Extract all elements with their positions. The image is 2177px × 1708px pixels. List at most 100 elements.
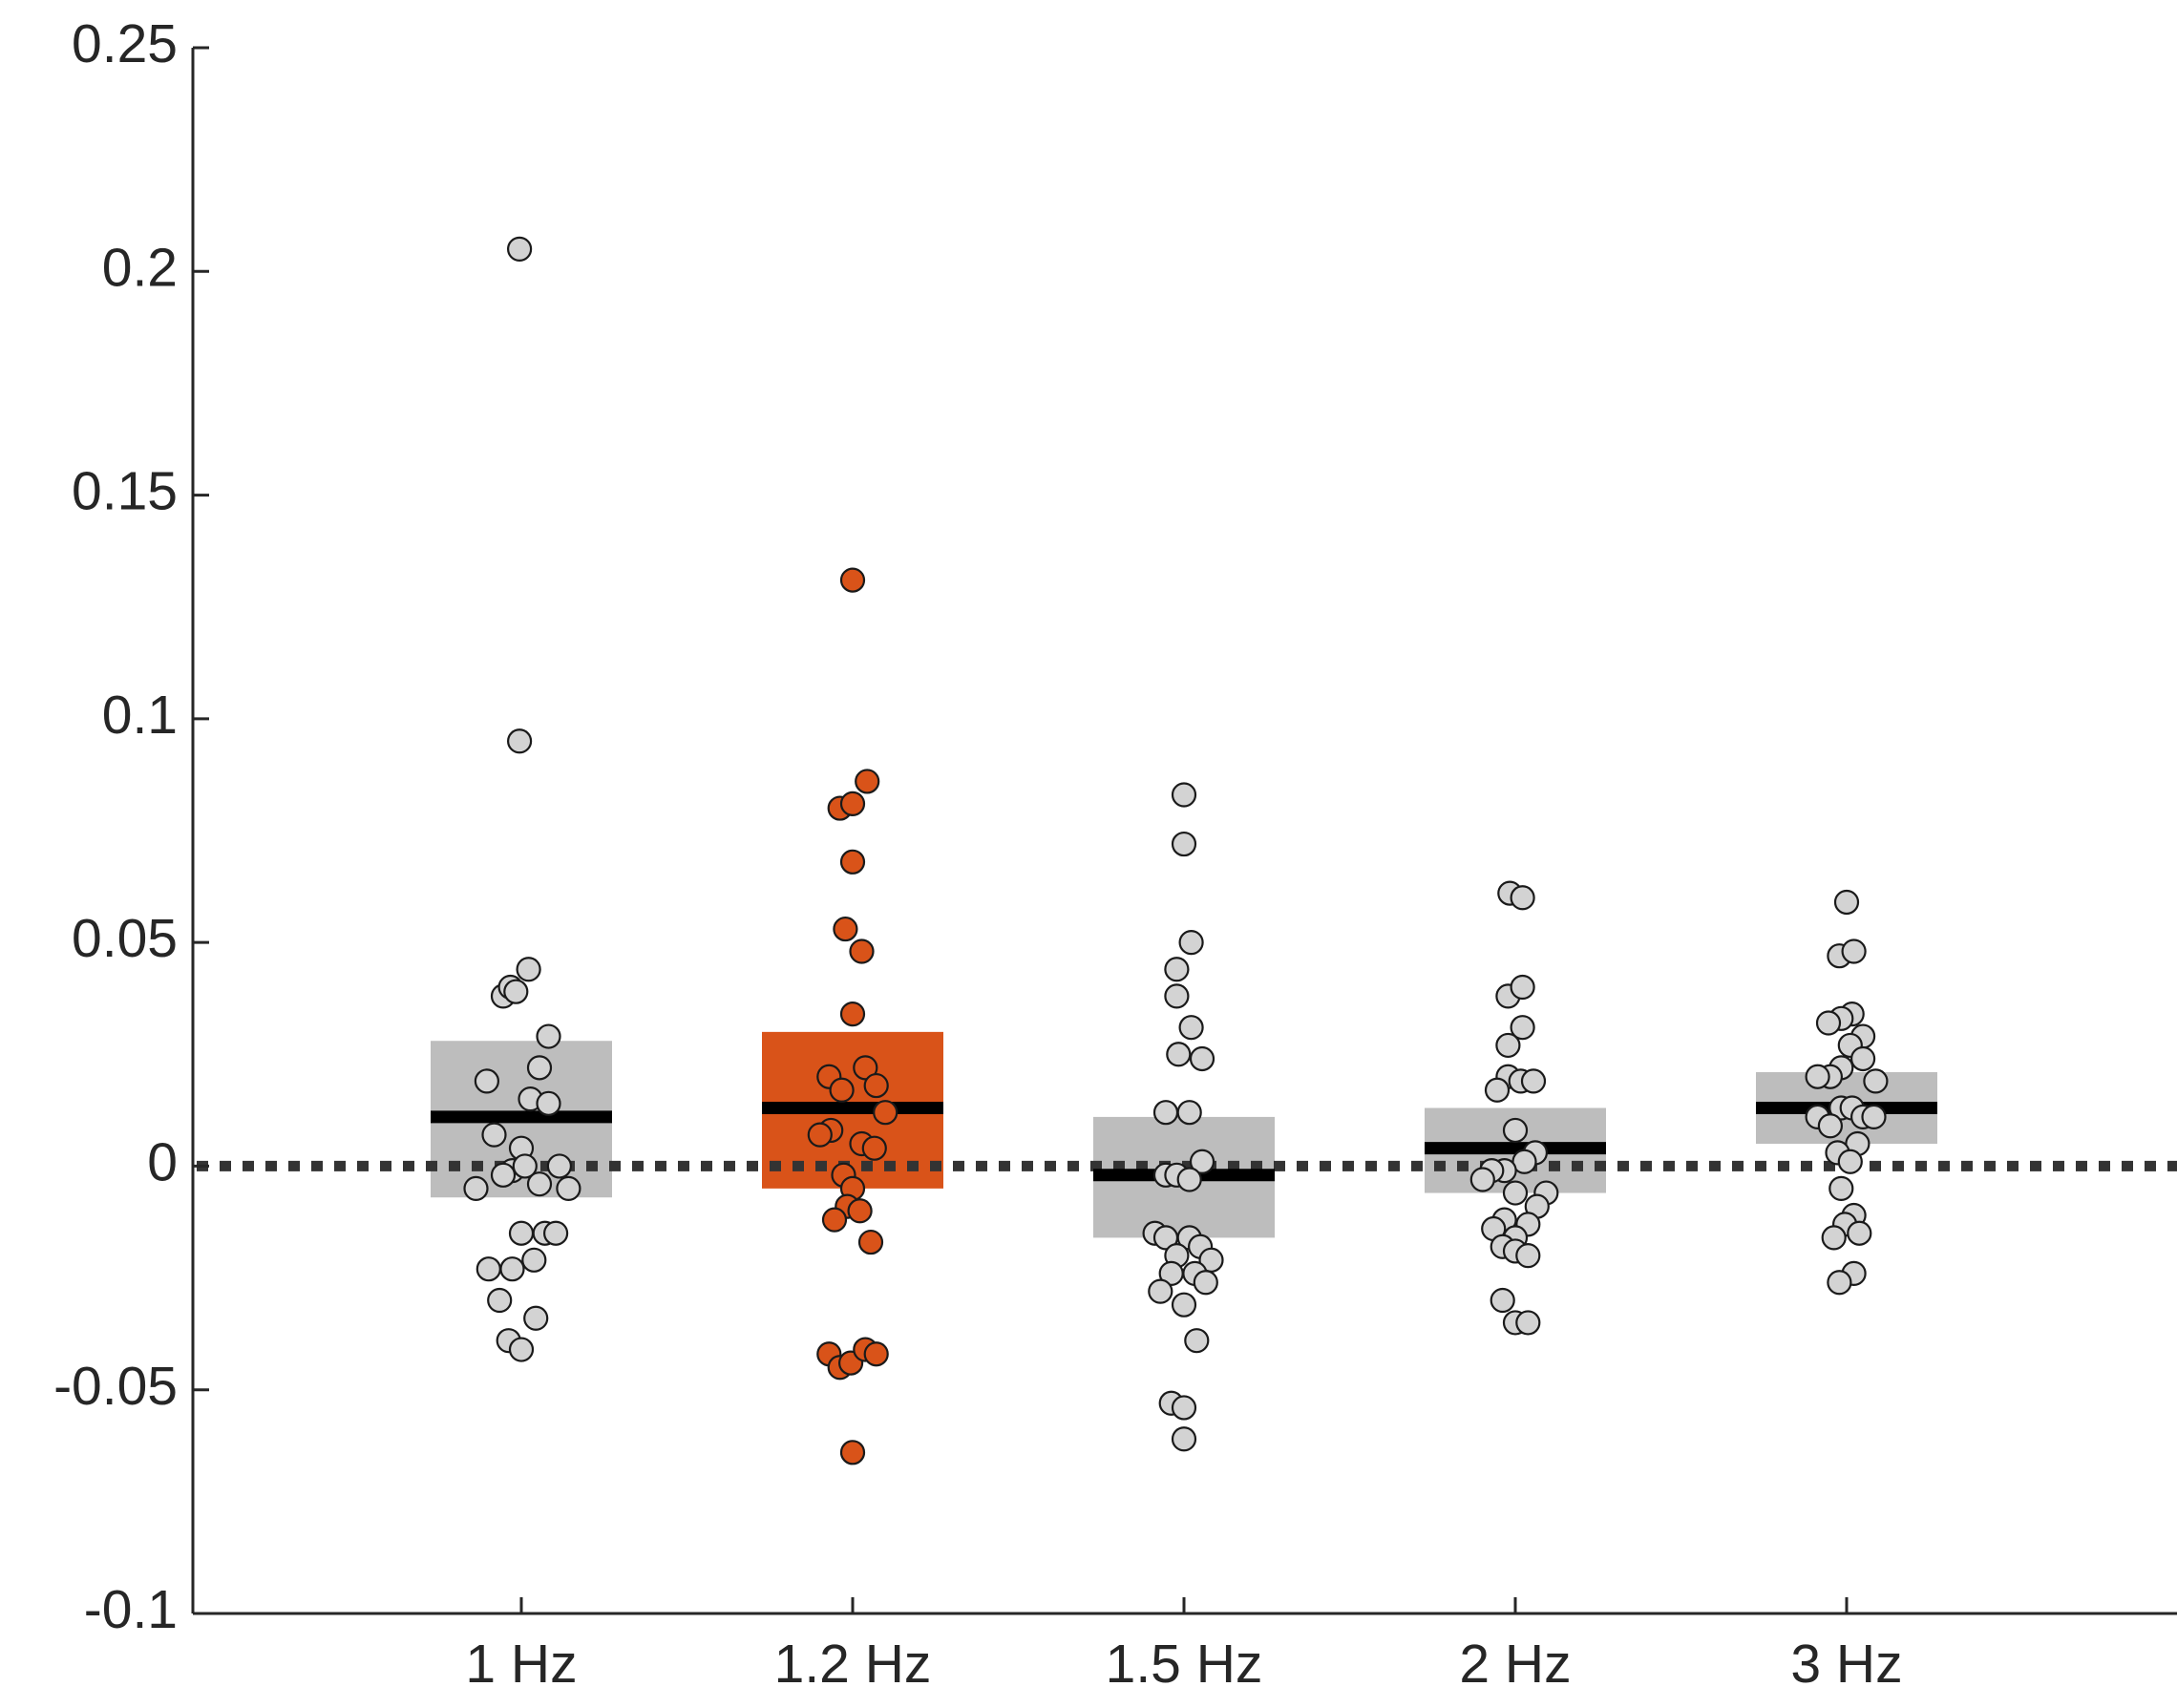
- data-point: [1849, 1045, 1876, 1072]
- data-point: [508, 1220, 535, 1246]
- data-point: [1510, 885, 1535, 911]
- data-point: [1469, 1167, 1495, 1192]
- data-point: [1171, 1395, 1197, 1421]
- data-point: [1176, 1100, 1202, 1126]
- data-point: [1171, 1292, 1197, 1318]
- y-tick-label: 0.25: [72, 13, 178, 74]
- data-points: [463, 236, 1889, 1466]
- data-point: [1495, 1032, 1521, 1059]
- data-point: [1490, 1287, 1515, 1314]
- data-point: [506, 728, 533, 754]
- data-point: [1176, 1167, 1202, 1192]
- y-ticks: -0.1 -0.05 0 0.05 0.1 0.15 0.2 0.25: [53, 13, 209, 1640]
- x-tick-label: 1.5 Hz: [1106, 1634, 1263, 1695]
- x-ticks: 1 Hz 1.2 Hz 1.5 Hz 2 Hz 3 Hz: [465, 1597, 1903, 1695]
- data-point: [536, 1090, 561, 1116]
- data-point: [849, 938, 875, 964]
- data-point: [821, 1207, 848, 1233]
- data-point: [1484, 1077, 1511, 1103]
- data-point: [516, 957, 541, 982]
- data-point: [853, 1055, 878, 1081]
- y-tick-label: 0.2: [102, 237, 178, 298]
- data-point: [1189, 1149, 1215, 1174]
- data-point: [847, 1198, 873, 1224]
- data-point: [1827, 1270, 1852, 1296]
- data-point: [508, 1337, 535, 1362]
- data-point: [1833, 889, 1860, 916]
- data-point: [1193, 1270, 1218, 1296]
- data-point: [839, 1440, 866, 1466]
- data-point: [1515, 1243, 1541, 1269]
- data-point: [1171, 831, 1197, 857]
- data-point: [833, 916, 858, 942]
- axes: [191, 48, 2177, 1615]
- data-point: [1847, 1220, 1872, 1246]
- y-tick-label: -0.05: [53, 1356, 178, 1417]
- data-point: [481, 1122, 507, 1148]
- data-point: [861, 1135, 887, 1161]
- data-point: [1502, 1117, 1529, 1144]
- data-point: [1863, 1068, 1889, 1094]
- data-point: [1510, 1015, 1535, 1041]
- data-point: [873, 1100, 898, 1126]
- data-point: [512, 1153, 538, 1179]
- data-point: [829, 1077, 855, 1103]
- data-point: [807, 1122, 833, 1148]
- data-point: [503, 979, 529, 1004]
- data-point: [839, 567, 866, 593]
- data-point: [521, 1247, 547, 1273]
- data-point: [506, 236, 533, 262]
- data-point: [1841, 938, 1867, 964]
- data-point: [526, 1171, 553, 1197]
- data-point: [1164, 957, 1190, 982]
- data-point: [1821, 1225, 1847, 1251]
- data-point: [546, 1153, 573, 1179]
- data-point: [1171, 1426, 1197, 1452]
- data-point: [523, 1305, 549, 1331]
- data-point: [1152, 1100, 1179, 1126]
- data-point: [476, 1256, 501, 1282]
- data-point: [839, 849, 866, 875]
- y-tick-label: 0.05: [72, 908, 178, 969]
- data-point: [1178, 930, 1204, 956]
- data-point: [1815, 1010, 1842, 1036]
- data-point: [863, 1072, 889, 1099]
- x-tick-label: 1.2 Hz: [774, 1634, 932, 1695]
- data-point: [857, 1229, 884, 1255]
- data-point: [490, 1162, 517, 1188]
- data-point: [839, 791, 866, 816]
- x-tick-label: 1 Hz: [465, 1634, 577, 1695]
- y-tick-label: -0.1: [84, 1579, 178, 1640]
- data-point: [1171, 782, 1197, 808]
- data-point: [1178, 1015, 1204, 1041]
- data-point: [1817, 1113, 1844, 1139]
- data-point: [474, 1068, 499, 1094]
- data-point: [863, 1341, 889, 1367]
- y-tick-label: 0: [147, 1131, 178, 1192]
- data-point: [556, 1175, 581, 1201]
- data-point: [1515, 1310, 1541, 1336]
- x-tick-label: 2 Hz: [1459, 1634, 1571, 1695]
- data-point: [526, 1055, 553, 1081]
- data-point: [542, 1220, 569, 1246]
- data-point: [855, 769, 880, 794]
- data-point: [1164, 983, 1190, 1009]
- data-point: [1502, 1180, 1529, 1206]
- data-point: [463, 1175, 489, 1201]
- data-point: [536, 1023, 561, 1049]
- data-point: [487, 1287, 513, 1314]
- x-tick-label: 3 Hz: [1790, 1634, 1902, 1695]
- data-point: [1184, 1328, 1210, 1354]
- data-point: [1510, 974, 1535, 1001]
- data-point: [839, 1002, 866, 1027]
- y-tick-label: 0.15: [72, 461, 178, 522]
- data-point: [1166, 1042, 1192, 1067]
- data-point: [1837, 1149, 1863, 1174]
- data-point: [1828, 1175, 1854, 1201]
- data-point: [1520, 1068, 1547, 1094]
- data-point: [1148, 1278, 1173, 1304]
- data-point: [499, 1256, 525, 1282]
- data-point: [1861, 1104, 1887, 1129]
- data-point: [1189, 1045, 1215, 1072]
